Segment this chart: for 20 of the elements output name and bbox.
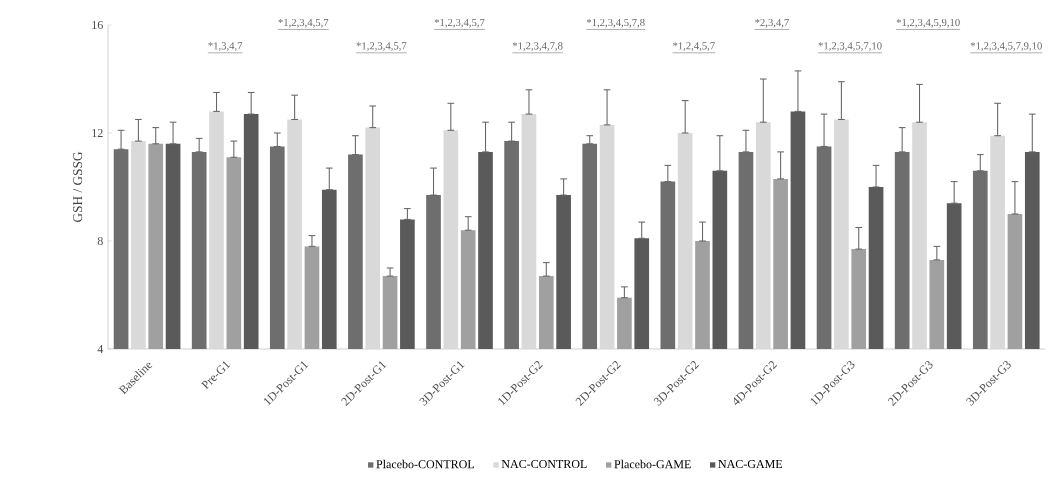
y-tick-label: 12 [92, 129, 103, 137]
annotation: *1,2,3,4,5,7 [278, 18, 329, 28]
legend-label: NAC-CONTROL [501, 460, 587, 469]
annotation: *1,2,3,4,5,7 [356, 42, 407, 51]
y-axis-title: GSH / GSSG [73, 151, 83, 223]
y-tick-label: 8 [97, 236, 103, 246]
annotation: *1,2,3,4,5,9,10 [896, 18, 960, 28]
legend-label: NAC-GAME [718, 460, 783, 469]
annotation: *1,2,3,4,5,7 [434, 18, 485, 28]
legend-label: Placebo-GAME [614, 459, 691, 469]
annotation: *2,3,4,7 [755, 18, 789, 28]
annotation: *1,2,3,4,5,7,10 [818, 42, 882, 51]
annotation: *1,2,4,5,7 [673, 42, 715, 51]
annotation: *1,3,4,7 [208, 42, 243, 51]
annotation: *1,2,3,4,5,7,9,10 [970, 42, 1042, 51]
legend-label: Placebo-CONTROL [376, 459, 474, 469]
annotation: *1,2,3,4,7,8 [512, 42, 563, 51]
y-tick-label: 16 [92, 20, 103, 30]
y-tick-label: 4 [97, 345, 104, 353]
annotation: *1,2,3,4,5,7,8 [586, 18, 645, 28]
